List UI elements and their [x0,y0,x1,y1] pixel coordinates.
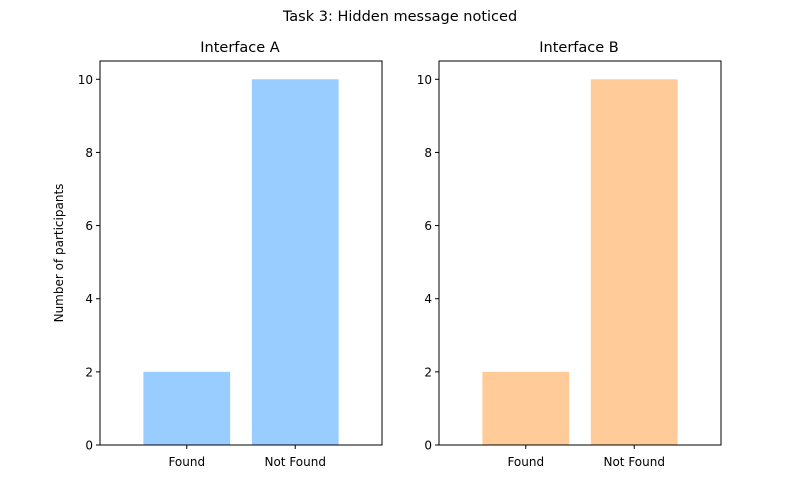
y-tick-label: 4 [424,292,432,306]
x-tick-label: Not Found [264,455,325,469]
x-tick-label: Not Found [603,455,664,469]
figure-title: Task 3: Hidden message noticed [282,9,517,25]
y-axis-label: Number of participants [52,184,66,323]
plot-frame [438,60,722,446]
y-tick-label: 0 [424,439,432,453]
y-tick-label: 6 [424,219,432,233]
y-tick-label: 10 [417,73,432,87]
panel-interface-b: Interface B 0 2 4 6 8 10 Found Not Found [417,40,722,469]
y-tick-label: 2 [85,365,93,379]
bar [482,371,570,445]
y-tick-label: 0 [85,439,93,453]
panel-interface-a: Interface A Number of participants 0 2 4 6 8… [52,40,383,469]
x-tick-label: Found [507,455,544,469]
plot-frame [99,60,383,446]
y-tick-label: 8 [424,146,432,160]
x-tick-label: Found [168,455,205,469]
chart-title: Interface B [539,40,618,56]
y-tick-label: 2 [424,365,432,379]
bar [590,79,678,446]
y-tick-label: 10 [78,73,93,87]
y-tick-label: 8 [85,146,93,160]
y-tick-label: 4 [85,292,93,306]
chart-title: Interface A [200,40,280,56]
bar [143,371,231,445]
y-tick-label: 6 [85,219,93,233]
bar [251,79,339,446]
